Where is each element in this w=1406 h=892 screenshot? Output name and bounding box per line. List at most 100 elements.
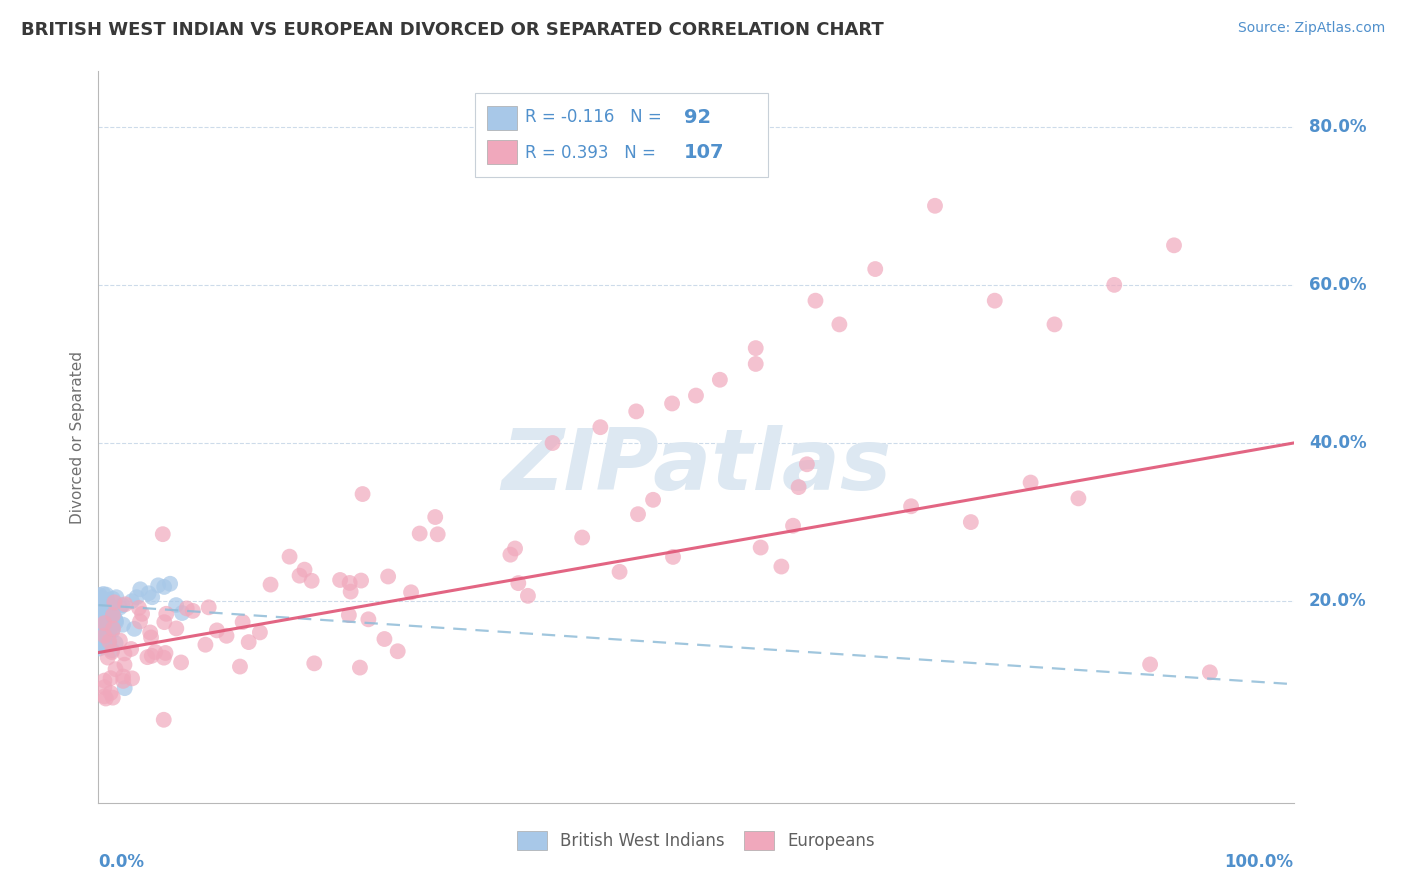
Point [90, 600, 112, 615]
Point [787, 480, 810, 494]
Point [89, 615, 111, 630]
Point [96, 611, 118, 625]
Text: 20.0%: 20.0% [1309, 592, 1367, 610]
Point [98, 636, 121, 650]
Point [91, 605, 114, 619]
Point [103, 595, 125, 609]
Point [103, 615, 125, 629]
Point [232, 615, 254, 629]
Point [91, 611, 114, 625]
Point [89, 621, 111, 635]
Point [97, 650, 120, 665]
Point [97, 611, 120, 625]
Point [1199, 665, 1222, 680]
Point [89, 588, 111, 602]
Point [589, 420, 612, 434]
Point [1104, 277, 1126, 292]
Point [100, 671, 122, 685]
Point [1019, 475, 1042, 490]
Point [709, 373, 731, 387]
Point [139, 625, 162, 640]
Point [96, 588, 118, 602]
Point [93, 673, 115, 688]
Point [259, 577, 281, 591]
Point [352, 487, 374, 501]
Point [155, 646, 177, 660]
Legend: British West Indians, Europeans: British West Indians, Europeans [510, 824, 882, 856]
Point [96, 625, 118, 640]
Point [745, 357, 768, 371]
Point [101, 608, 124, 623]
Text: R = -0.116   N =: R = -0.116 N = [524, 109, 666, 127]
Point [104, 636, 127, 650]
Point [112, 669, 135, 683]
Point [90, 639, 112, 653]
Point [96, 624, 118, 639]
Point [93, 592, 115, 607]
Point [93, 616, 115, 631]
Point [148, 578, 170, 592]
Point [100, 607, 122, 621]
Point [662, 549, 685, 564]
Point [91, 587, 114, 601]
Point [197, 600, 219, 615]
Point [129, 615, 152, 629]
Point [101, 600, 124, 615]
Point [503, 541, 526, 556]
Point [94, 630, 117, 644]
Point [90, 630, 112, 644]
Point [984, 293, 1007, 308]
Point [90, 591, 112, 606]
Point [155, 607, 177, 621]
Point [387, 644, 409, 658]
Point [170, 656, 193, 670]
Point [960, 515, 983, 529]
Point [571, 531, 593, 545]
Point [373, 632, 395, 646]
Point [101, 606, 124, 620]
Point [91, 640, 114, 654]
Point [97, 636, 120, 650]
Point [159, 576, 181, 591]
Point [97, 626, 120, 640]
Point [101, 621, 124, 635]
Point [294, 563, 316, 577]
Point [782, 518, 804, 533]
FancyBboxPatch shape [475, 94, 768, 178]
Point [93, 604, 115, 618]
Point [89, 626, 111, 640]
Point [93, 631, 115, 645]
Point [90, 625, 112, 640]
Point [426, 527, 449, 541]
Point [89, 641, 111, 656]
Point [499, 548, 522, 562]
Point [104, 662, 127, 676]
Point [124, 622, 146, 636]
Point [215, 629, 238, 643]
Point [114, 657, 136, 672]
Point [329, 573, 352, 587]
Point [172, 606, 194, 620]
Text: 40.0%: 40.0% [1309, 434, 1367, 452]
Point [1139, 657, 1161, 672]
Point [114, 597, 136, 611]
Point [121, 671, 143, 685]
Point [125, 591, 148, 605]
Point [924, 199, 946, 213]
Point [129, 582, 152, 597]
Bar [486, 106, 517, 130]
Point [93, 610, 115, 624]
Point [339, 584, 361, 599]
Point [96, 596, 118, 610]
Point [865, 262, 887, 277]
Point [661, 396, 683, 410]
Point [94, 610, 117, 624]
Point [153, 650, 176, 665]
Point [165, 598, 187, 612]
Point [89, 627, 111, 641]
Point [301, 574, 323, 588]
Point [152, 713, 174, 727]
Point [609, 565, 631, 579]
Point [627, 507, 650, 521]
Point [112, 673, 135, 688]
